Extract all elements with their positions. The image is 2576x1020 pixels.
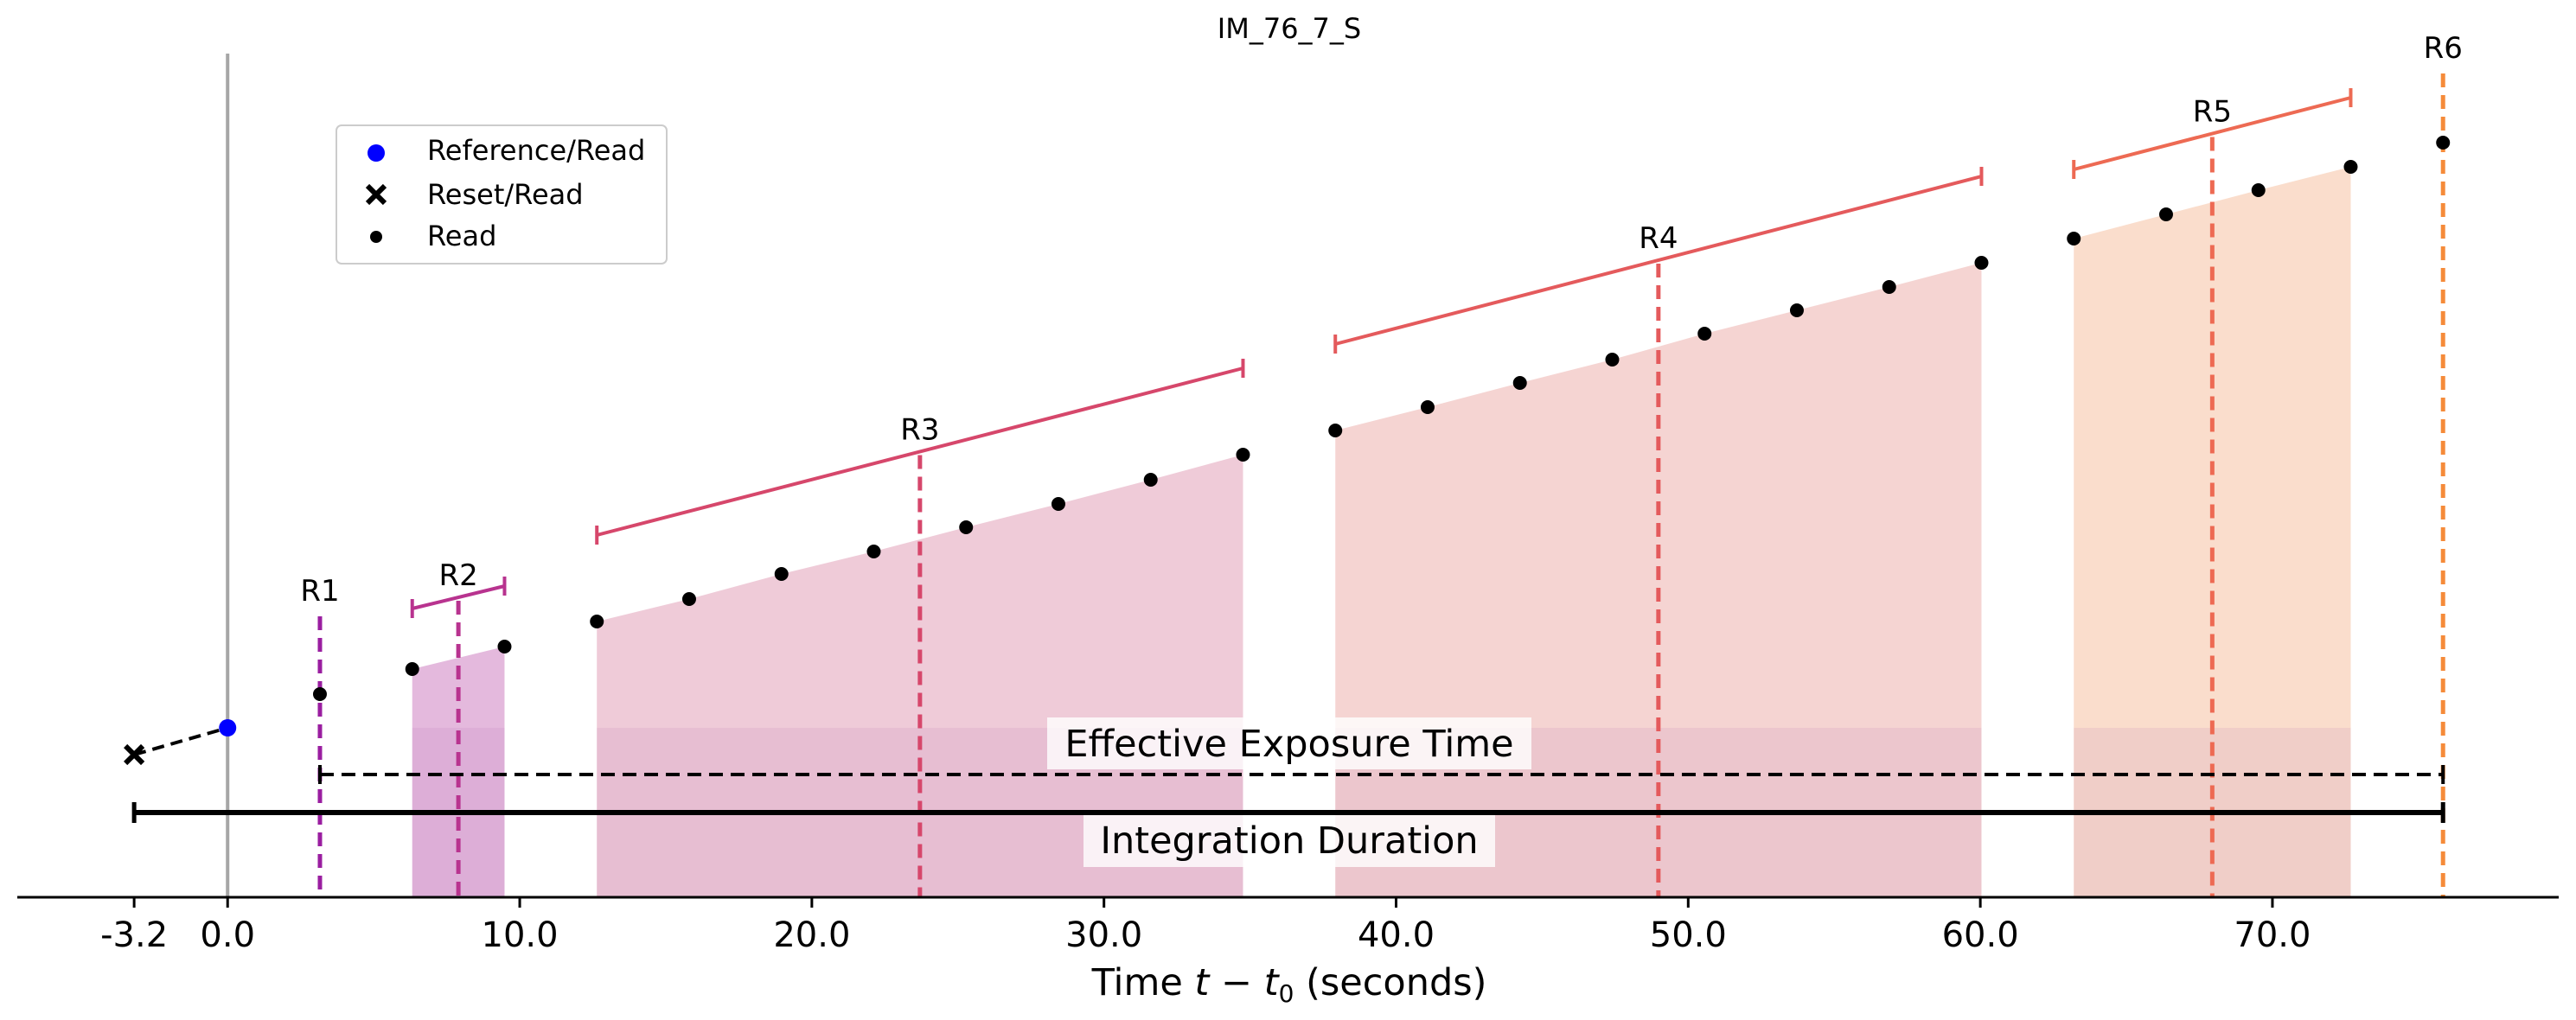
reset-read-x bbox=[124, 743, 145, 766]
read-point-r4-5 bbox=[1697, 327, 1712, 341]
read-points bbox=[124, 136, 2451, 766]
read-point-r2-1 bbox=[405, 662, 419, 676]
x-tick-label-2: 0.0 bbox=[200, 915, 255, 955]
x-tick-label-4: 20.0 bbox=[773, 915, 850, 955]
legend-label-reset-read: Reset/Read bbox=[427, 178, 584, 211]
read-point-r4-8 bbox=[1974, 256, 1989, 270]
read-point-r3-7 bbox=[1143, 473, 1158, 487]
label-r6: R6 bbox=[2424, 31, 2463, 66]
resultant-brackets: R1 R2 R3 R4 R5 R6 bbox=[300, 31, 2463, 618]
legend-reset-read-marker bbox=[365, 183, 387, 206]
read-point-r3-5 bbox=[959, 520, 974, 534]
reset-link-line bbox=[133, 726, 228, 756]
legend-reference-read-marker bbox=[368, 144, 385, 162]
x-axis-label: Time t − t0 (seconds) bbox=[1091, 961, 1487, 1008]
read-point-r6-1 bbox=[2436, 136, 2451, 150]
read-point-r3-6 bbox=[1051, 497, 1065, 511]
bracket-r4 bbox=[1334, 175, 1982, 346]
read-point-r5-1 bbox=[2067, 232, 2081, 245]
legend-label-read: Read bbox=[427, 220, 496, 252]
resultant-center-lines bbox=[317, 73, 2445, 897]
integration-duration-label-bg bbox=[1083, 815, 1495, 867]
read-point-r3-4 bbox=[866, 545, 881, 558]
duration-bars: Effective Exposure Time Integration Durat… bbox=[131, 717, 2445, 867]
read-point-r3-3 bbox=[774, 567, 789, 581]
label-r2: R2 bbox=[438, 558, 477, 593]
x-tick-label-3: 10.0 bbox=[482, 915, 559, 955]
label-r3: R3 bbox=[900, 413, 939, 448]
read-point-r5-4 bbox=[2343, 160, 2358, 174]
x-tick-label-8: 60.0 bbox=[1942, 915, 2019, 955]
legend-label-reference-read: Reference/Read bbox=[427, 134, 645, 167]
read-point-r4-1 bbox=[1328, 424, 1343, 437]
bracket-r2 bbox=[412, 584, 505, 610]
legend: Reference/Read Reset/Read Read bbox=[336, 124, 668, 265]
read-point-r1-1 bbox=[312, 687, 327, 701]
integration-duration-label: Integration Duration bbox=[1100, 819, 1478, 863]
bracket-r5 bbox=[2073, 96, 2351, 171]
read-point-r4-7 bbox=[1882, 280, 1896, 294]
legend-read-marker bbox=[370, 231, 382, 243]
effective-exposure-label: Effective Exposure Time bbox=[1064, 723, 1513, 766]
x-axis: -3.2 0.0 10.0 20.0 30.0 40.0 50.0 60.0 70.0 bbox=[17, 896, 2559, 955]
label-r5: R5 bbox=[2193, 95, 2232, 130]
read-point-r4-3 bbox=[1512, 376, 1527, 390]
read-point-r5-3 bbox=[2251, 183, 2266, 197]
x-tick-label-1: -3.2 bbox=[100, 915, 168, 955]
fill-layer bbox=[412, 167, 2351, 897]
bracket-r3 bbox=[596, 367, 1243, 537]
label-r1: R1 bbox=[300, 574, 339, 609]
read-point-r3-1 bbox=[590, 615, 604, 628]
read-point-r2-2 bbox=[497, 640, 512, 653]
x-tick-label-7: 50.0 bbox=[1650, 915, 1727, 955]
effective-exposure-label-bg bbox=[1047, 717, 1531, 769]
read-point-r4-2 bbox=[1420, 400, 1435, 414]
x-tick-label-9: 70.0 bbox=[2234, 915, 2311, 955]
x-tick-label-5: 30.0 bbox=[1065, 915, 1142, 955]
x-tick-label-6: 40.0 bbox=[1358, 915, 1435, 955]
read-point-r3-2 bbox=[681, 592, 696, 606]
fill-area-r2 bbox=[412, 647, 505, 897]
read-point-r4-6 bbox=[1789, 303, 1804, 317]
read-point-r5-2 bbox=[2158, 207, 2173, 221]
read-point-r4-4 bbox=[1605, 353, 1620, 367]
legend-box bbox=[336, 124, 668, 265]
reset-read-marker bbox=[124, 743, 145, 766]
reference-read-marker bbox=[219, 719, 237, 736]
chart-title: IM_76_7_S bbox=[1218, 12, 1361, 45]
read-point-r3-8 bbox=[1236, 448, 1250, 462]
label-r4: R4 bbox=[1639, 221, 1678, 256]
